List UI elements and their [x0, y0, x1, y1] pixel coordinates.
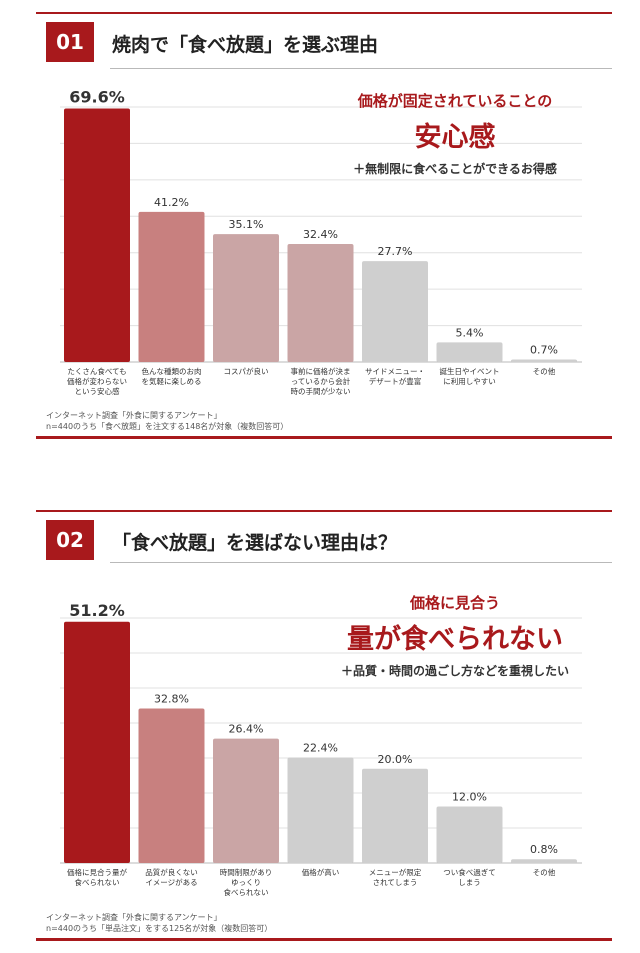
- value-label: 22.4%: [303, 741, 338, 754]
- category-label: 価格が変わらない: [67, 376, 127, 386]
- callout-line-3: ＋品質・時間の過ごし方などを重視したい: [340, 664, 569, 678]
- value-label: 12.0%: [452, 790, 487, 803]
- value-label: 0.7%: [530, 343, 558, 356]
- value-label: 32.4%: [303, 228, 338, 241]
- category-label: つい食べ過ぎて: [443, 867, 496, 877]
- category-label: 価格が高い: [302, 867, 340, 877]
- category-label: メニューが限定: [369, 867, 422, 877]
- value-label: 27.7%: [378, 245, 413, 258]
- category-label: 誕生日やイベント: [440, 366, 500, 376]
- panel-bottom-rule: [36, 436, 612, 439]
- bar: [213, 234, 279, 362]
- value-label: 69.6%: [69, 87, 125, 106]
- chart-svg: 51.2%価格に見合う量が食べられない32.8%品質が良くないイメージがある26…: [60, 601, 582, 897]
- value-label: 32.8%: [154, 692, 189, 705]
- header-top-rule: [36, 12, 612, 14]
- category-label: ゆっくり: [231, 878, 261, 887]
- header-top-rule: [36, 510, 612, 512]
- category-label: 色んな種類のお肉: [142, 366, 202, 376]
- survey-footnote: インターネット調査「外食に関するアンケート」 n=440のうち「単品注文」をする…: [46, 912, 272, 934]
- survey-footnote: インターネット調査「外食に関するアンケート」 n=440のうち「食べ放題」を注文…: [46, 410, 288, 432]
- callout-headline: 安心感: [414, 122, 496, 153]
- reason-choose-panel: 01 焼肉で「食べ放題」を選ぶ理由 69.6% たくさん食べても 価格が変わらないと…: [0, 0, 640, 470]
- category-label: コスパが良い: [224, 366, 269, 376]
- category-label: に利用しやすい: [443, 376, 495, 386]
- header-bottom-rule: [110, 562, 612, 563]
- value-label: 41.2%: [154, 196, 189, 209]
- category-label: 価格に見合う量が: [67, 867, 127, 877]
- category-label: 食べられない: [75, 877, 120, 887]
- bar: [436, 806, 503, 863]
- bar: [64, 108, 130, 362]
- footnote-line-2: n=440のうち「食べ放題」を注文する148名が対象（複数回答可）: [46, 422, 289, 431]
- section-number-badge: 02: [46, 520, 94, 560]
- header-bottom-rule: [110, 68, 612, 69]
- category-label: 時間制限があり: [220, 867, 273, 877]
- bar: [436, 342, 503, 362]
- callout-line-3: ＋無制限に食べることができるお得感: [353, 162, 557, 176]
- footnote-line-1: インターネット調査「外食に関するアンケート」: [46, 913, 222, 922]
- value-label: 20.0%: [378, 753, 413, 766]
- section-title: 焼肉で「食べ放題」を選ぶ理由: [112, 34, 379, 56]
- category-label: を気軽に楽しめる: [142, 376, 202, 386]
- bar: [138, 211, 205, 362]
- bar: [138, 708, 205, 863]
- footnote-line-1: インターネット調査「外食に関するアンケート」: [46, 411, 222, 420]
- category-label: 食べられない: [224, 887, 269, 897]
- value-label: 26.4%: [229, 723, 264, 736]
- bar: [362, 261, 428, 362]
- category-label: という安心感: [75, 386, 120, 396]
- bar: [64, 621, 130, 863]
- bar: [213, 738, 279, 863]
- bar: [362, 768, 428, 863]
- bar: [511, 359, 577, 362]
- bar: [287, 243, 354, 362]
- category-label: 品質が良くない: [145, 867, 198, 877]
- panel-bottom-rule: [36, 938, 612, 941]
- category-label: その他: [533, 366, 556, 376]
- section-title: 「食べ放題」を選ばない理由は？: [112, 532, 398, 554]
- value-label: 5.4%: [456, 326, 484, 339]
- category-label: っているから会計: [291, 376, 351, 386]
- value-label: 35.1%: [229, 218, 264, 231]
- reason-not-choose-panel: 02 「食べ放題」を選ばない理由は？ 51.2% 価格に見合う量が 食べられない 32…: [0, 500, 640, 953]
- callout-line-1: 価格に見合う: [409, 594, 500, 612]
- category-label: 時の手間が少ない: [291, 386, 351, 396]
- bar: [511, 859, 577, 863]
- category-label: されてしまう: [373, 878, 418, 887]
- callout-box: 価格に見合う 量が食べられない ＋品質・時間の過ごし方などを重視したい: [300, 592, 610, 679]
- category-label: その他: [533, 867, 556, 877]
- callout-headline: 量が食べられない: [347, 624, 563, 655]
- category-label: しまう: [458, 878, 481, 887]
- value-label: 0.8%: [530, 843, 558, 856]
- category-label: サイドメニュー・: [365, 367, 425, 376]
- category-label: デザートが豊富: [369, 376, 422, 386]
- section-number-badge: 01: [46, 22, 94, 62]
- callout-box: 価格が固定されていることの 安心感 ＋無制限に食べることができるお得感: [300, 90, 610, 177]
- category-label: たくさん食べても: [67, 366, 126, 376]
- value-label: 51.2%: [69, 601, 125, 620]
- category-label: 事前に価格が決ま: [291, 366, 351, 376]
- callout-line-1: 価格が固定されていることの: [357, 92, 553, 110]
- footnote-line-2: n=440のうち「単品注文」をする125名が対象（複数回答可）: [46, 924, 273, 933]
- bar: [287, 757, 354, 863]
- category-label: イメージがある: [145, 877, 197, 887]
